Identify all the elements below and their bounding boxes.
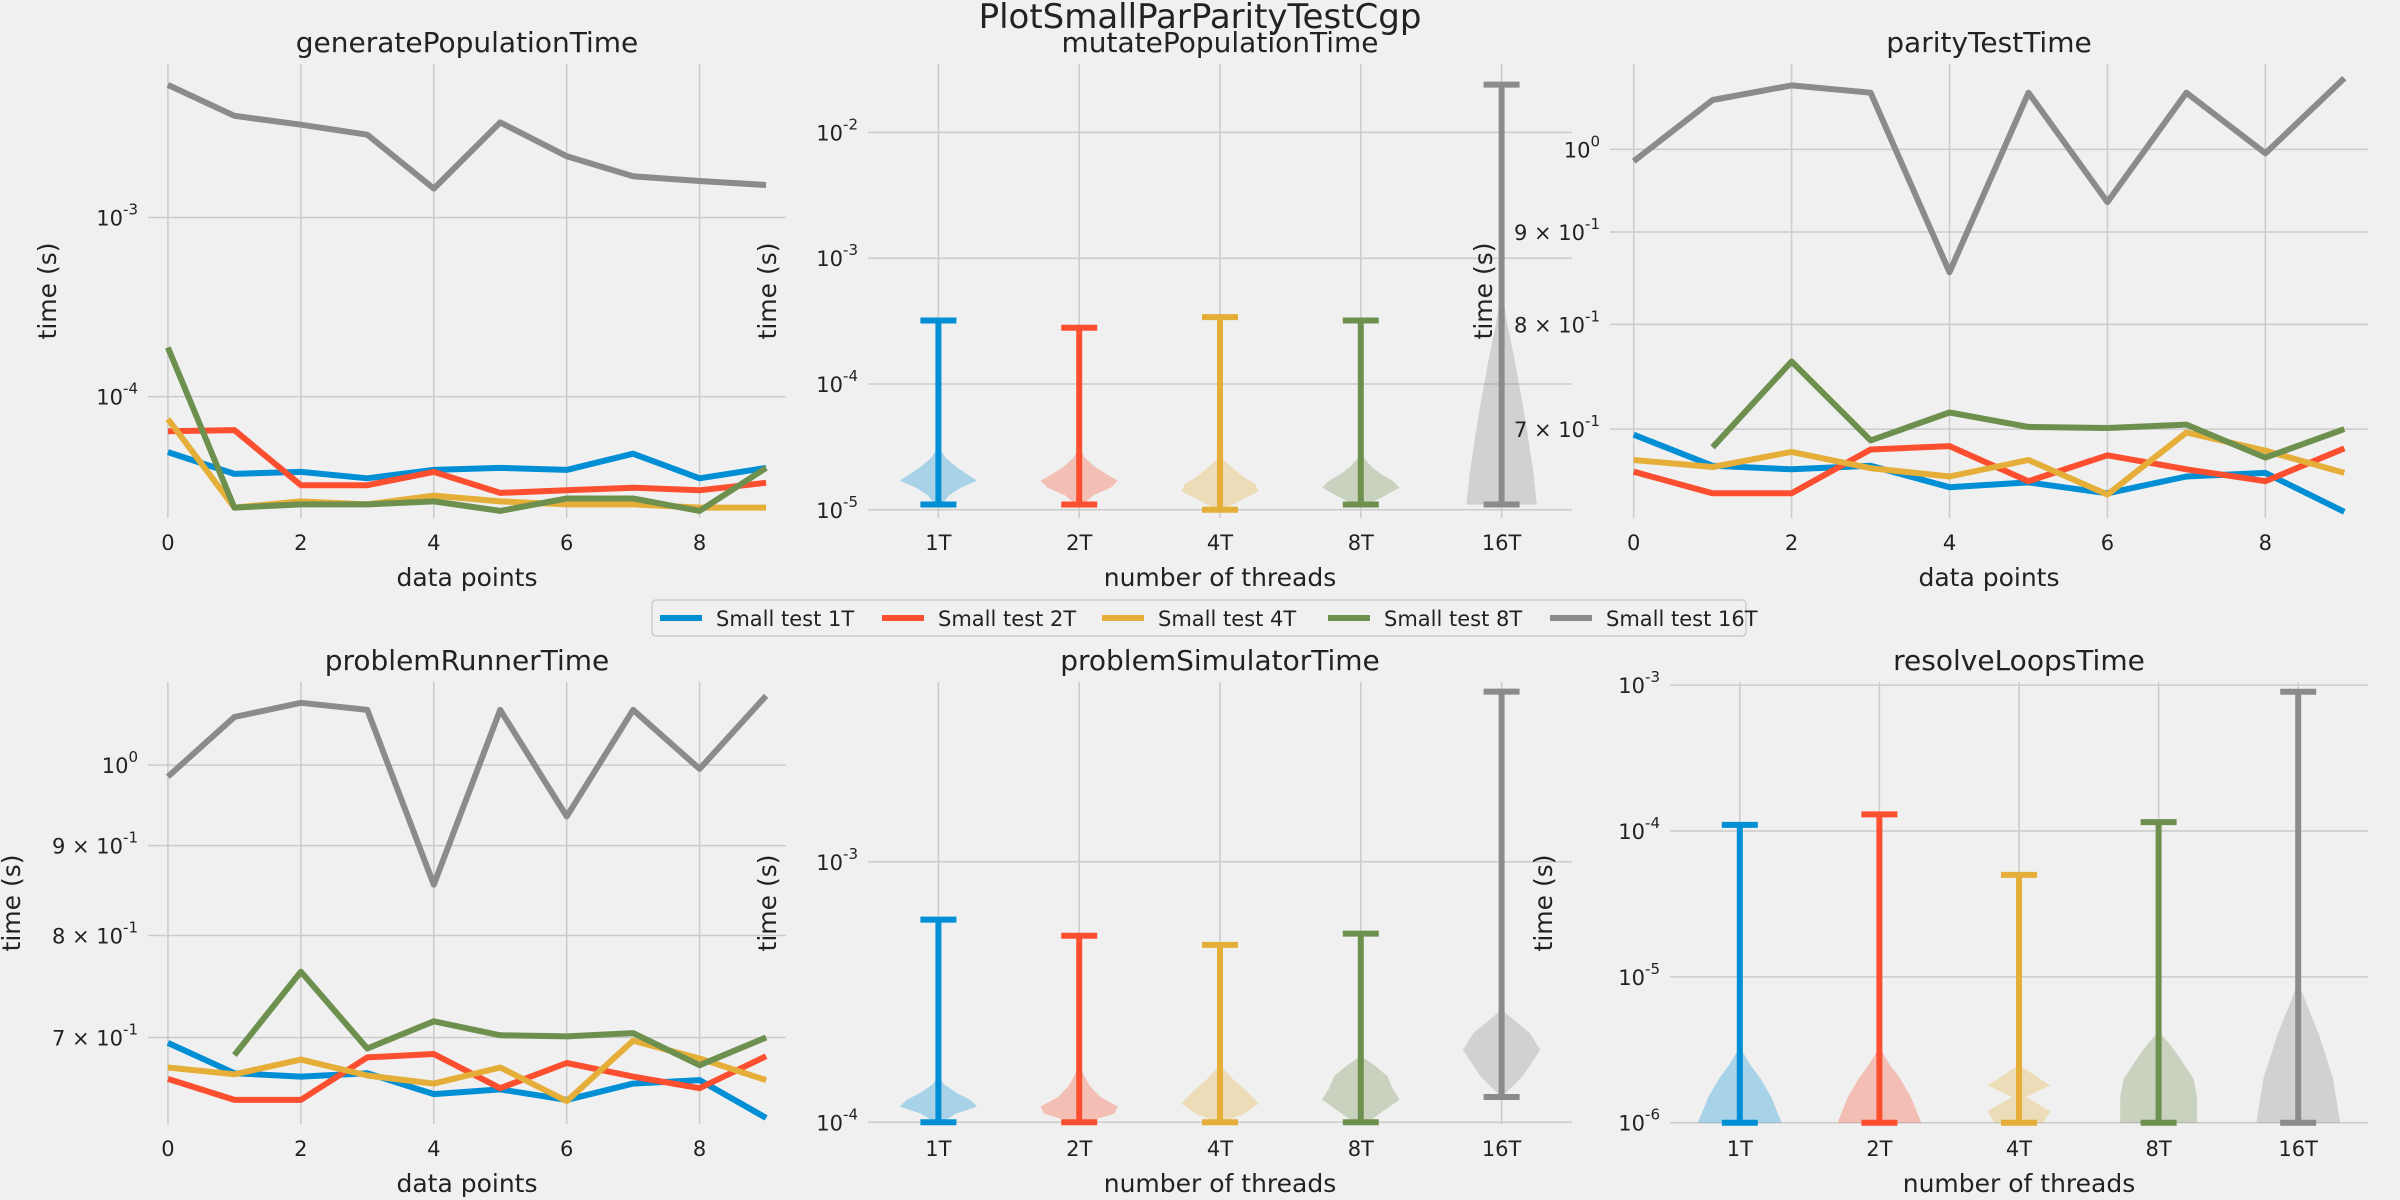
y-tick-label: 10-5: [816, 493, 858, 523]
plot-area: [148, 64, 786, 518]
subplot-title: problemRunnerTime: [325, 644, 610, 677]
y-tick-label: 8 × 10-1: [52, 919, 138, 949]
series-line-4: [232, 968, 768, 1069]
figure-title: PlotSmallParParityTestCgp: [979, 0, 1422, 37]
series-line-4: [1710, 358, 2346, 461]
x-tick-label: 2: [1785, 531, 1798, 555]
series-line-2: [167, 427, 767, 496]
x-tick-label: 4T: [1207, 1137, 1233, 1161]
x-tick-label: 4T: [2006, 1137, 2032, 1161]
legend-label-2: Small test 2T: [938, 607, 1076, 631]
x-tick-label: 2: [294, 531, 307, 555]
subplot-title: parityTestTime: [1886, 26, 2091, 59]
violin-body-8T: [1322, 933, 1400, 1123]
y-tick-label: 10-2: [816, 115, 858, 145]
x-tick-label: 4: [427, 1137, 440, 1161]
series-line-2: [1632, 443, 2346, 497]
x-tick-label: 4: [427, 531, 440, 555]
y-tick-label: 7 × 10-1: [52, 1020, 138, 1050]
x-tick-label: 2T: [1866, 1137, 1892, 1161]
legend-label-4: Small test 8T: [1384, 607, 1522, 631]
subplot-6: resolveLoopsTime 10-6 10-5 10-4 10-3 1T 2T 4T 8T…: [1529, 644, 2368, 1198]
x-tick-label: 6: [560, 1137, 573, 1161]
legend-label-1: Small test 1T: [716, 607, 854, 631]
x-tick-label: 1T: [925, 531, 951, 555]
y-tick-label: 10-3: [816, 845, 858, 875]
y-tick-label: 10-4: [816, 367, 858, 397]
x-tick-label: 16T: [1482, 1137, 1522, 1161]
x-tick-label: 4T: [1207, 531, 1233, 555]
x-tick-label: 2T: [1066, 531, 1092, 555]
y-axis-label: time (s): [753, 243, 782, 340]
x-axis-label: data points: [396, 1169, 537, 1198]
x-tick-label: 1T: [925, 1137, 951, 1161]
y-tick-label: 10-4: [1618, 814, 1660, 844]
x-tick-label: 2T: [1066, 1137, 1092, 1161]
series-line-1: [166, 449, 767, 482]
x-tick-label: 0: [161, 531, 174, 555]
subplot-title: problemSimulatorTime: [1060, 644, 1380, 677]
y-axis-label: time (s): [0, 855, 26, 952]
x-tick-label: 2: [294, 1137, 307, 1161]
subplot-2: mutatePopulationTime 10-5 10-4 10-3 10-2 1T 2T…: [753, 26, 1572, 592]
subplot-title: generatePopulationTime: [296, 26, 638, 59]
x-tick-label: 6: [2101, 531, 2114, 555]
series-line-4: [165, 346, 768, 514]
y-tick-label: 100: [102, 748, 138, 778]
x-tick-label: 8T: [1348, 1137, 1374, 1161]
x-tick-label: 8T: [2145, 1137, 2171, 1161]
x-tick-label: 6: [560, 531, 573, 555]
x-tick-label: 8: [693, 1137, 706, 1161]
y-axis-label: time (s): [1529, 855, 1558, 952]
subplot-4: problemRunnerTime 7 × 10-1 8 × 10-1 9 × 10-…: [0, 644, 786, 1198]
y-axis-label: time (s): [753, 855, 782, 952]
y-tick-label: 10-3: [96, 201, 138, 231]
y-axis-label: time (s): [1469, 243, 1498, 340]
subplot-title: resolveLoopsTime: [1893, 644, 2145, 677]
subplot-3: parityTestTime 7 × 10-1 8 × 10-1 9 × 10-1 10…: [1469, 26, 2368, 592]
x-axis-label: data points: [1918, 563, 2059, 592]
y-tick-label: 100: [1564, 132, 1600, 162]
subplot-title: mutatePopulationTime: [1062, 26, 1379, 59]
x-axis-label: number of threads: [1104, 1169, 1337, 1198]
x-tick-label: 8T: [1348, 531, 1374, 555]
x-tick-label: 8: [693, 531, 706, 555]
y-tick-label: 10-3: [1618, 668, 1660, 698]
legend-label-3: Small test 4T: [1158, 607, 1296, 631]
y-tick-label: 10-4: [96, 380, 138, 410]
x-axis-label: number of threads: [1903, 1169, 2136, 1198]
subplot-5: problemSimulatorTime 10-4 10-3 1T 2T 4T 8T 16T n…: [753, 644, 1572, 1198]
y-tick-label: 8 × 10-1: [1514, 307, 1600, 337]
legend-label-5: Small test 16T: [1606, 607, 1758, 631]
x-tick-label: 16T: [2278, 1137, 2318, 1161]
x-axis-label: data points: [396, 563, 537, 592]
x-tick-label: 8: [2259, 531, 2272, 555]
y-tick-label: 10-4: [816, 1105, 858, 1135]
y-tick-label: 9 × 10-1: [1514, 215, 1600, 245]
legend: Small test 1T Small test 2T Small test 4T S…: [651, 599, 1758, 637]
series-line-5: [165, 693, 769, 888]
x-tick-label: 0: [161, 1137, 174, 1161]
subplot-1: generatePopulationTime 10-4 10-3 0 2 4 6 8 data …: [33, 26, 786, 592]
series-line-2: [166, 1051, 768, 1103]
y-tick-label: 10-5: [1618, 960, 1660, 990]
subplots: generatePopulationTime 10-4 10-3 0 2 4 6 8 data …: [0, 26, 2368, 1198]
series-line-5: [1631, 76, 2347, 276]
y-tick-label: 9 × 10-1: [52, 829, 138, 859]
y-tick-label: 10-3: [816, 241, 858, 271]
x-tick-label: 4: [1943, 531, 1956, 555]
y-axis-label: time (s): [33, 243, 62, 340]
y-tick-label: 7 × 10-1: [1514, 412, 1600, 442]
y-tick-label: 10-6: [1618, 1106, 1660, 1136]
x-tick-label: 1T: [1727, 1137, 1753, 1161]
series-line-5: [166, 82, 767, 192]
x-axis-label: number of threads: [1104, 563, 1337, 592]
x-tick-label: 16T: [1482, 531, 1522, 555]
legend-box: [651, 599, 1747, 637]
x-tick-label: 0: [1627, 531, 1640, 555]
